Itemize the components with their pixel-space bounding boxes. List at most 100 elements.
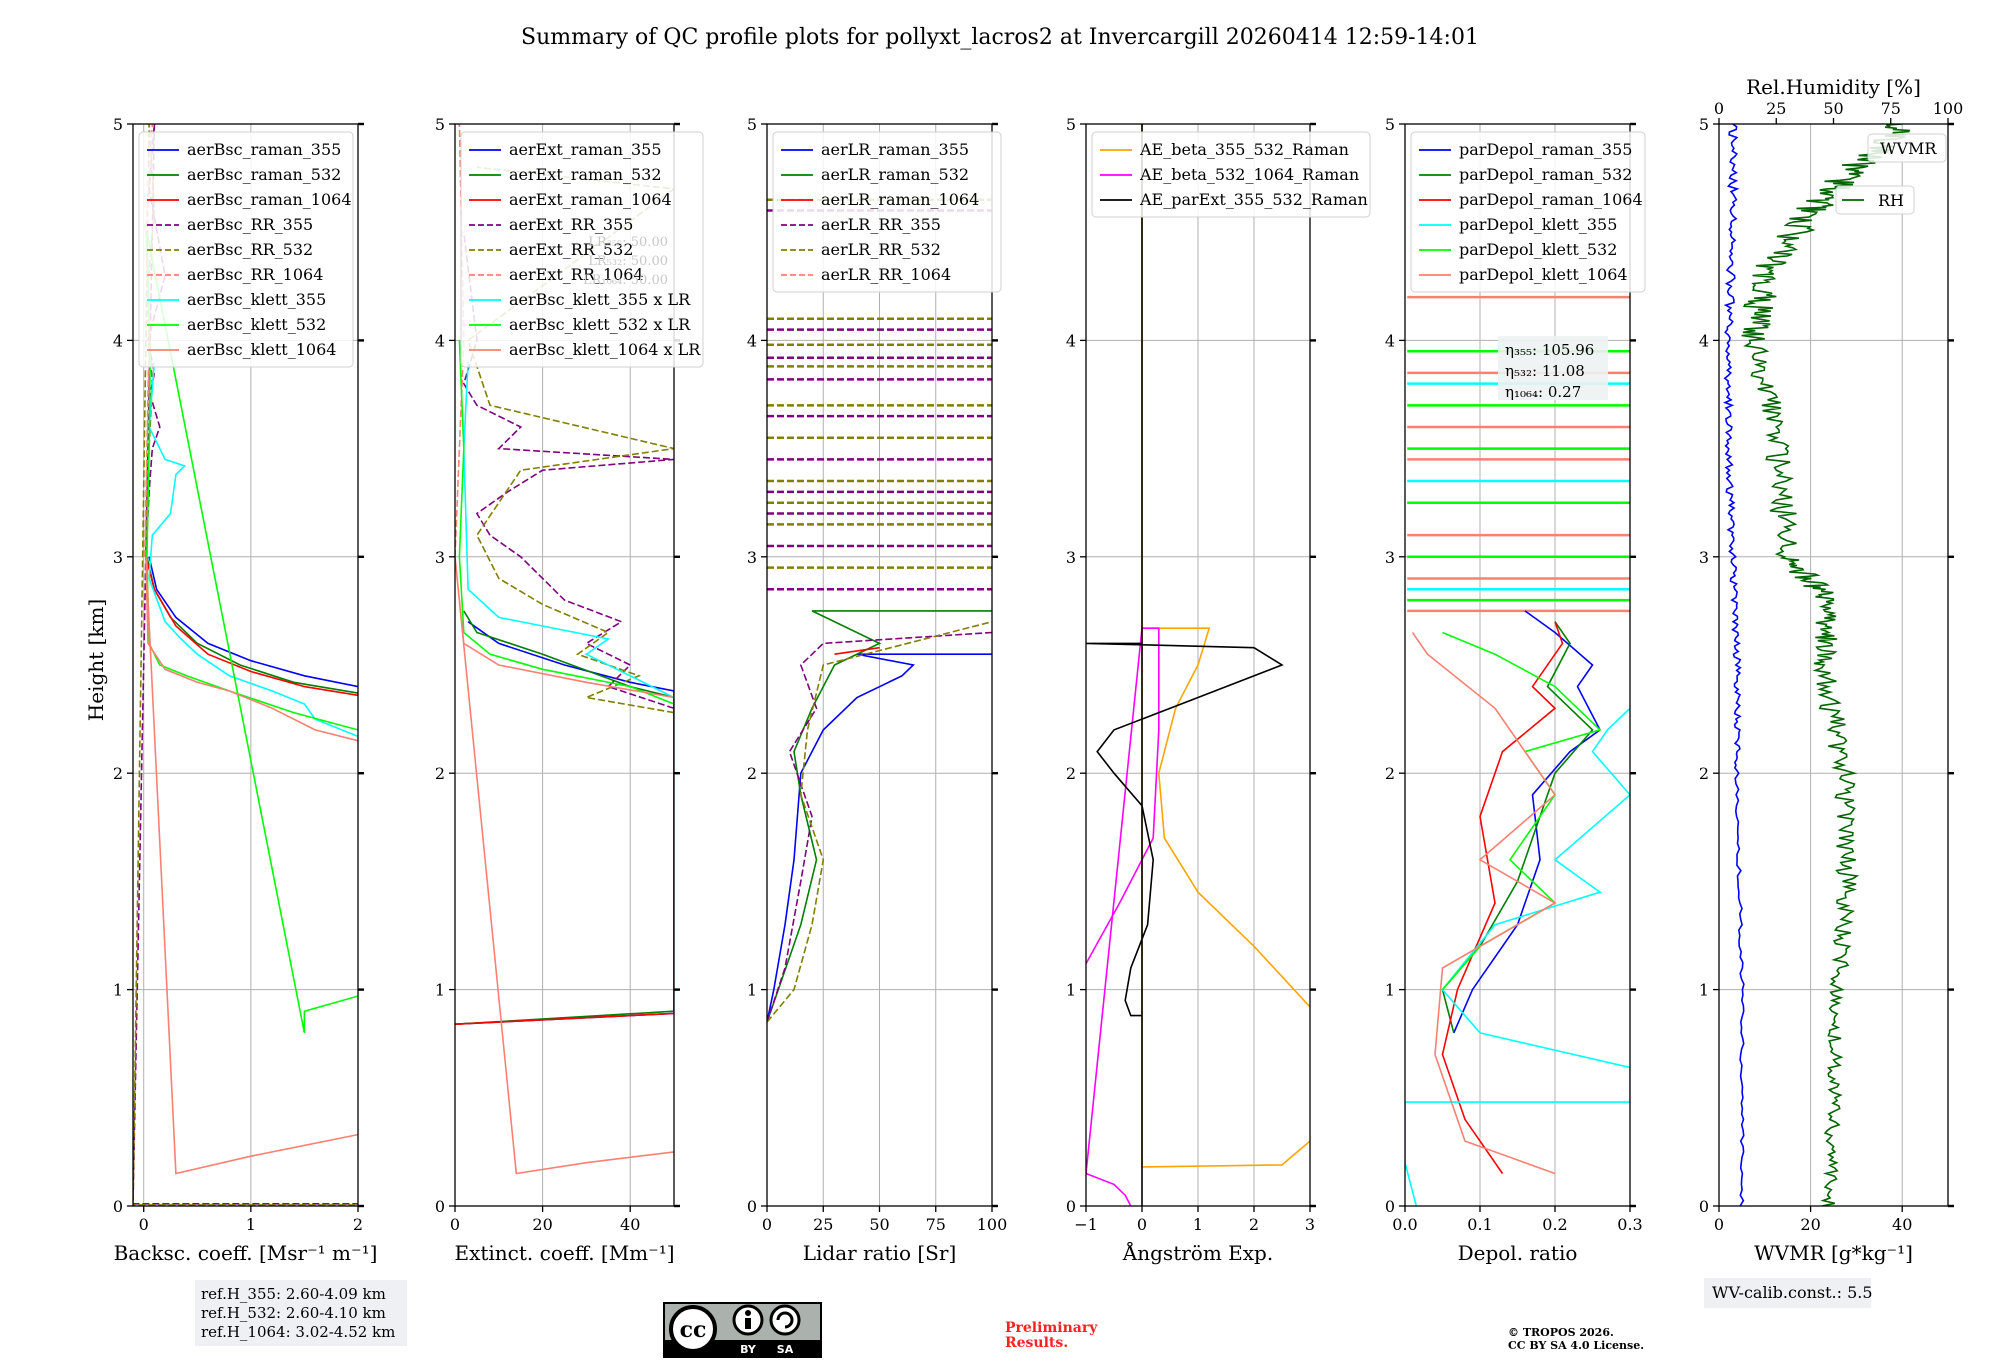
ref-heights-box: ref.H_355: 2.60-4.09 km ref.H_532: 2.60-… bbox=[195, 1280, 407, 1346]
data-lines bbox=[455, 124, 674, 1175]
legend-entry: aerLR_raman_355 bbox=[821, 140, 969, 159]
legend-entry: aerExt_raman_532 bbox=[509, 165, 662, 184]
legend-entry: aerLR_RR_532 bbox=[821, 240, 941, 259]
x-tick-label: 1 bbox=[1193, 1215, 1203, 1234]
preliminary-line1: Preliminary bbox=[1005, 1320, 1098, 1336]
series-line-aerBsc_klett_1064 x LR bbox=[455, 556, 674, 1175]
series-line-parDepol_raman_355 bbox=[1453, 610, 1602, 1034]
series-line-AE_parExt_355_532_Raman bbox=[1086, 124, 1284, 1206]
eta-value: η₃₅₅: 105.96 bbox=[1505, 341, 1594, 359]
y-tick-label: 2 bbox=[113, 764, 123, 783]
axes-frame bbox=[454, 123, 675, 1207]
y-tick-label: 4 bbox=[1385, 331, 1395, 350]
series-line-aerExt_raman_1064 bbox=[455, 1012, 674, 1025]
series-line-aerBsc_raman_1064 bbox=[145, 556, 358, 697]
series-line-aerBsc_klett_532 x LR bbox=[458, 340, 674, 705]
series-line-WVMR bbox=[1723, 124, 1745, 1206]
legend: AE_beta_355_532_Raman AE_beta_532_1064_Ra… bbox=[1091, 131, 1371, 218]
legend-entry: aerLR_RR_1064 bbox=[821, 265, 951, 284]
legend-entry-wvmr: WVMR bbox=[1880, 139, 1937, 158]
data-lines bbox=[1086, 124, 1310, 1206]
wv-calib-box: WV-calib.const.: 5.5 bbox=[1704, 1278, 1873, 1308]
legend-entry: aerBsc_klett_1064 bbox=[187, 340, 336, 359]
x-axis-label: WVMR [g*kg⁻¹] bbox=[1754, 1241, 1913, 1265]
legend-box bbox=[1091, 131, 1371, 218]
y-tick-label: 1 bbox=[747, 981, 757, 1000]
legend-entry: aerBsc_raman_1064 bbox=[187, 190, 352, 209]
y-tick-label: 3 bbox=[113, 548, 123, 567]
y-tick-label: 2 bbox=[747, 764, 757, 783]
ref-height-355: ref.H_355: 2.60-4.09 km bbox=[201, 1285, 386, 1303]
preliminary-note: Preliminary Results. bbox=[1005, 1320, 1098, 1351]
y-tick-label: 3 bbox=[1699, 548, 1709, 567]
x-tick-label: 40 bbox=[1892, 1215, 1912, 1234]
series-line-parDepol_klett_1064 bbox=[1411, 632, 1557, 1175]
eta-value: η₅₃₂: 11.08 bbox=[1505, 362, 1585, 380]
y-tick-label: 3 bbox=[747, 548, 757, 567]
y-tick-label: 1 bbox=[1066, 981, 1076, 1000]
x-tick-label: 0 bbox=[1137, 1215, 1147, 1234]
top-x-tick-label: 50 bbox=[1823, 99, 1843, 118]
legend: aerBsc_raman_355 aerBsc_raman_532 aerBsc_r… bbox=[138, 131, 354, 368]
x-tick-label: 75 bbox=[926, 1215, 946, 1234]
x-tick-label: 3 bbox=[1305, 1215, 1315, 1234]
y-tick-label: 1 bbox=[435, 981, 445, 1000]
series-line-aerExt_RR_532 bbox=[467, 166, 674, 714]
cc-icon-text: cc bbox=[680, 1317, 707, 1343]
legend-box-rh bbox=[1835, 185, 1915, 215]
x-axis-label: Depol. ratio bbox=[1458, 1241, 1578, 1265]
legend-entry-rh: RH bbox=[1878, 191, 1904, 210]
series-line-parDepol_raman_1064 bbox=[1441, 621, 1564, 1174]
legend-entry: aerBsc_klett_1064 x LR bbox=[509, 340, 701, 359]
top-x-axis-label: Rel.Humidity [%] bbox=[1746, 75, 1921, 99]
sa-share-icon bbox=[769, 1304, 801, 1336]
ref-height-532: ref.H_532: 2.60-4.10 km bbox=[201, 1304, 386, 1322]
y-tick-label: 0 bbox=[1066, 1197, 1076, 1216]
ref-height-1064: ref.H_1064: 3.02-4.52 km bbox=[201, 1323, 395, 1341]
legend-entry: aerLR_raman_1064 bbox=[821, 190, 979, 209]
y-tick-label: 2 bbox=[435, 764, 445, 783]
legend-entry: parDepol_raman_532 bbox=[1459, 165, 1632, 184]
series-line-aerBsc_klett_355 x LR bbox=[462, 361, 674, 699]
legend-entry: aerLR_RR_355 bbox=[821, 215, 941, 234]
legend-box-wvmr bbox=[1867, 133, 1947, 163]
legend-entry: aerExt_raman_355 bbox=[509, 140, 662, 159]
series-line-aerBsc_raman_355 bbox=[148, 556, 358, 688]
x-tick-label: −1 bbox=[1074, 1215, 1098, 1234]
legend-entry: AE_beta_532_1064_Raman bbox=[1139, 165, 1359, 184]
legend-entry: aerBsc_klett_532 bbox=[187, 315, 326, 334]
legend-entry: aerBsc_RR_355 bbox=[187, 215, 313, 234]
series-line-aerBsc_klett_1064 bbox=[145, 556, 358, 1175]
x-tick-label: 0 bbox=[1714, 1215, 1724, 1234]
y-tick-label: 1 bbox=[1699, 981, 1709, 1000]
y-tick-label: 3 bbox=[1066, 548, 1076, 567]
x-axis-label: Extinct. coeff. [Mm⁻¹] bbox=[454, 1241, 674, 1265]
series-line-aerBsc_klett_355 bbox=[148, 361, 358, 738]
lr-note: LR₃₅₅: 50.00 bbox=[588, 235, 668, 250]
legend-entry: aerBsc_klett_355 x LR bbox=[509, 290, 691, 309]
legend: parDepol_raman_355 parDepol_raman_532 parD… bbox=[1410, 131, 1646, 293]
y-tick-label: 0 bbox=[747, 1197, 757, 1216]
x-tick-label: 2 bbox=[353, 1215, 363, 1234]
x-tick-label: 100 bbox=[977, 1215, 1008, 1234]
y-tick-label: 2 bbox=[1385, 764, 1395, 783]
y-tick-label: 4 bbox=[113, 331, 123, 350]
cc-icon bbox=[669, 1305, 717, 1353]
y-tick-label: 3 bbox=[435, 548, 445, 567]
y-tick-label: 4 bbox=[1066, 331, 1076, 350]
x-axis-label: Ångström Exp. bbox=[1122, 1240, 1273, 1265]
panel-2: 0 1 2 3 4 5 0 20 40 Extinct. coeff. [Mm⁻¹] aerExt_… bbox=[435, 115, 704, 1265]
y-tick-label: 5 bbox=[1385, 115, 1395, 134]
y-tick-label: 5 bbox=[435, 115, 445, 134]
legend: WVMR RH bbox=[1835, 133, 1947, 215]
x-tick-label: 50 bbox=[869, 1215, 889, 1234]
series-line-aerLR_raman_1064 bbox=[834, 646, 880, 655]
copyright-line1: © TROPOS 2026. bbox=[1508, 1326, 1614, 1339]
lr-note: LR₅₃₂: 50.00 bbox=[588, 254, 668, 269]
top-x-tick-label: 100 bbox=[1933, 99, 1964, 118]
x-tick-label: 20 bbox=[532, 1215, 552, 1234]
x-tick-label: 20 bbox=[1800, 1215, 1820, 1234]
legend-entry: aerBsc_RR_1064 bbox=[187, 265, 323, 284]
